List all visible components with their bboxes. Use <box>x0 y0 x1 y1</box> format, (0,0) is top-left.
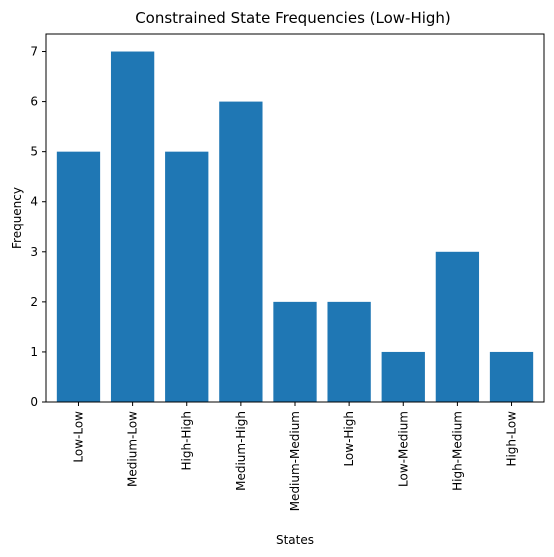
bars <box>56 51 534 403</box>
x-axis: Low-Low Medium-Low High-High Medium-High Med… <box>71 402 519 511</box>
y-tick-label: 3 <box>30 245 38 259</box>
plot-frame <box>45 33 545 403</box>
y-tick-label: 2 <box>30 295 38 309</box>
x-tick-label: Low-Low <box>71 411 85 463</box>
bar-medium-medium <box>273 301 317 402</box>
bar-high-medium <box>435 251 480 402</box>
y-axis: 0 1 2 3 4 5 6 7 <box>30 45 46 409</box>
bar-low-low <box>56 151 101 402</box>
x-tick-label: High-Low <box>505 411 519 467</box>
bar-low-high <box>327 301 371 402</box>
bar-medium-low <box>110 51 155 403</box>
y-tick-label: 1 <box>30 345 38 359</box>
y-tick-label: 4 <box>30 195 38 209</box>
chart-title: Constrained State Frequencies (Low-High) <box>135 9 451 27</box>
x-tick-label: High-High <box>180 411 194 471</box>
x-tick-label: Medium-High <box>234 411 248 491</box>
x-tick-label: Low-Medium <box>396 411 410 487</box>
x-tick-label: Low-High <box>342 411 356 467</box>
x-tick-label: Medium-Medium <box>288 411 302 511</box>
y-tick-label: 0 <box>30 395 38 409</box>
y-axis-label: Frequency <box>10 187 24 249</box>
bar-high-low <box>489 351 534 402</box>
bar-high-high <box>165 151 209 402</box>
x-tick-label: High-Medium <box>450 411 464 491</box>
x-tick-label: Medium-Low <box>126 411 140 487</box>
y-tick-label: 7 <box>30 45 38 59</box>
y-tick-label: 6 <box>30 95 38 109</box>
y-tick-label: 5 <box>30 145 38 159</box>
x-axis-label: States <box>276 533 314 547</box>
bar-medium-high <box>219 101 263 403</box>
bar-low-medium <box>381 351 425 402</box>
